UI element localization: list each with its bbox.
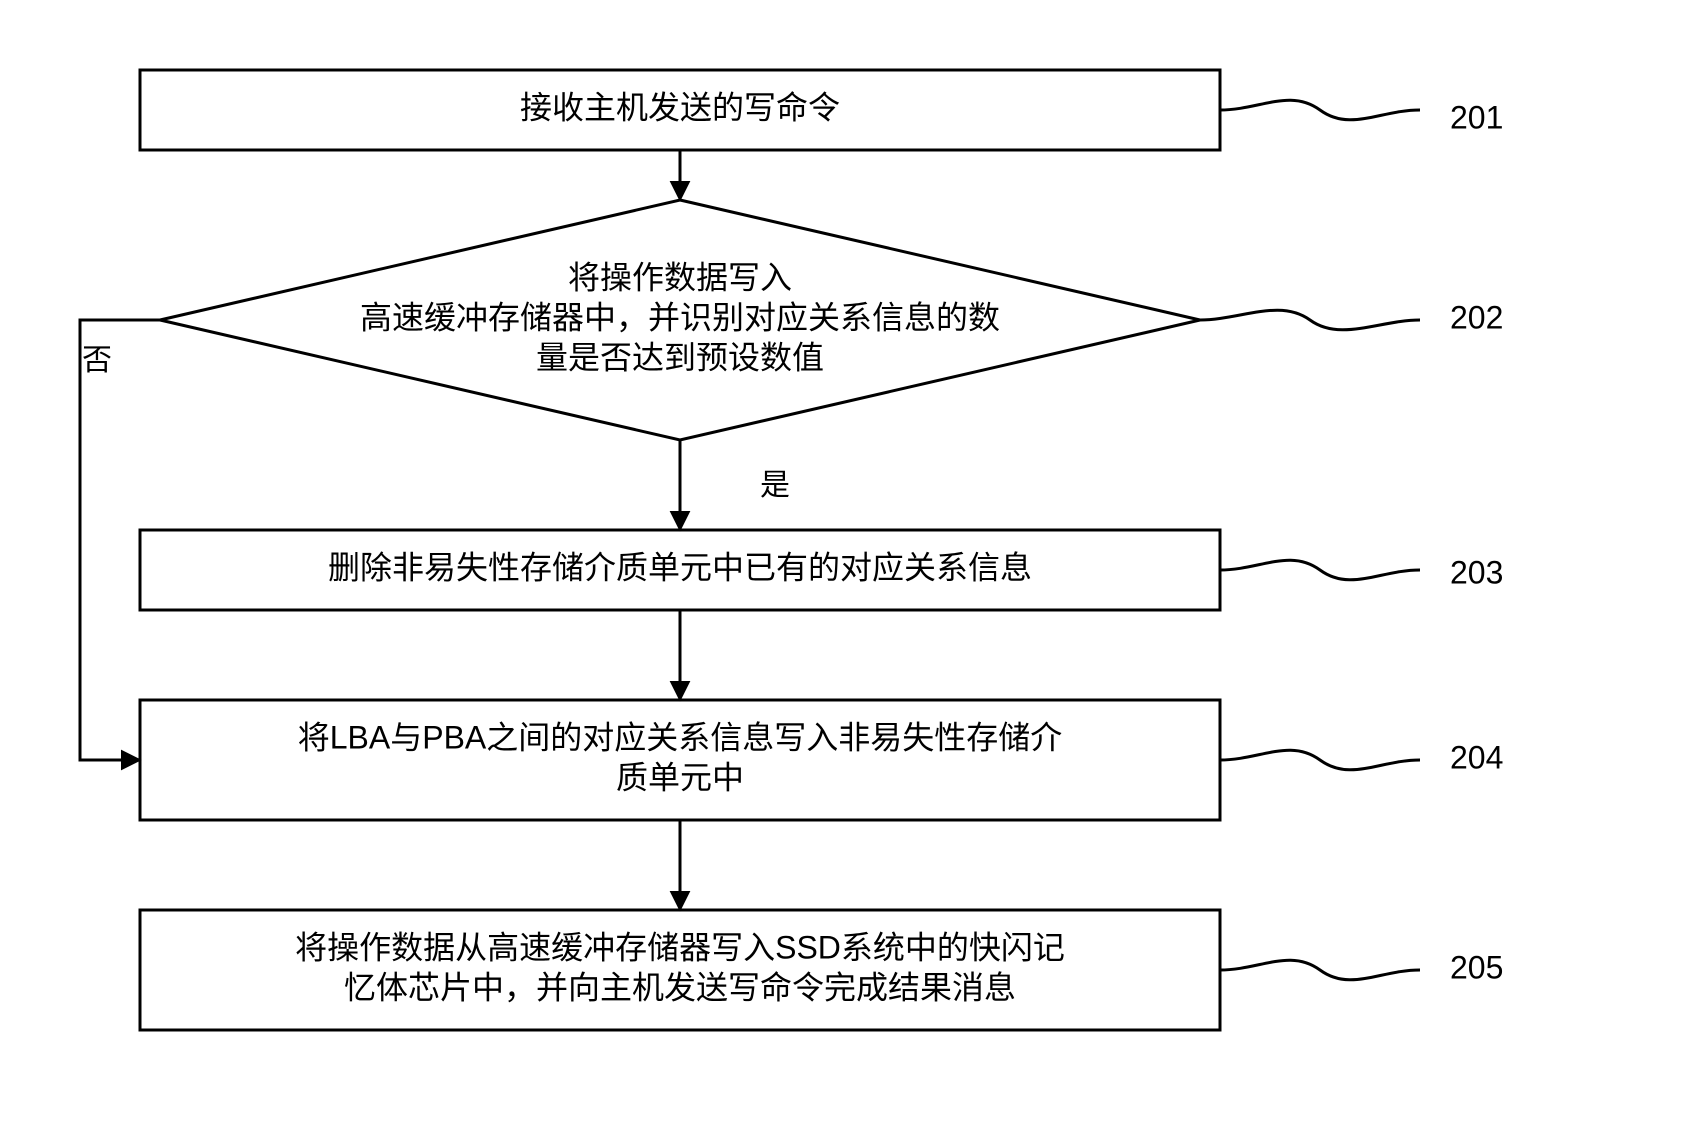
label-connector [1220,960,1420,980]
label-connector [1220,560,1420,580]
edge-4-label: 否 [82,344,112,377]
label-connector [1200,310,1420,330]
node-n204-text-0: 将LBA与PBA之间的对应关系信息写入非易失性存储介 [298,719,1063,755]
node-n205-text-0: 将操作数据从高速缓冲存储器写入SSD系统中的快闪记 [295,929,1065,965]
node-n202-text-2: 量是否达到预设数值 [536,339,824,375]
node-n205: 将操作数据从高速缓冲存储器写入SSD系统中的快闪记忆体芯片中，并向主机发送写命令… [140,910,1220,1030]
label-connector [1220,750,1420,770]
node-n202-text-0: 将操作数据写入 [568,259,792,295]
flowchart-canvas: 接收主机发送的写命令 201 将操作数据写入高速缓冲存储器中，并识别对应关系信息的数… [0,0,1692,1143]
node-n201-label: 201 [1450,99,1503,135]
node-n202-label: 202 [1450,299,1503,335]
node-n204-label: 204 [1450,739,1503,775]
node-n204: 将LBA与PBA之间的对应关系信息写入非易失性存储介质单元中 [140,700,1220,820]
node-n202: 将操作数据写入高速缓冲存储器中，并识别对应关系信息的数量是否达到预设数值 [160,200,1200,440]
node-n203: 删除非易失性存储介质单元中已有的对应关系信息 [140,530,1220,610]
label-connector [1220,100,1420,120]
node-n202-text-1: 高速缓冲存储器中，并识别对应关系信息的数 [360,299,1000,335]
node-n205-label: 205 [1450,949,1503,985]
node-n201-text-0: 接收主机发送的写命令 [520,89,840,125]
edge-4 [80,320,160,760]
node-n205-text-1: 忆体芯片中，并向主机发送写命令完成结果消息 [344,969,1016,1005]
node-n203-label: 203 [1450,554,1503,590]
node-n203-text-0: 删除非易失性存储介质单元中已有的对应关系信息 [328,549,1032,585]
edge-1-label: 是 [760,469,790,502]
node-n201: 接收主机发送的写命令 [140,70,1220,150]
node-n204-text-1: 质单元中 [616,759,744,795]
